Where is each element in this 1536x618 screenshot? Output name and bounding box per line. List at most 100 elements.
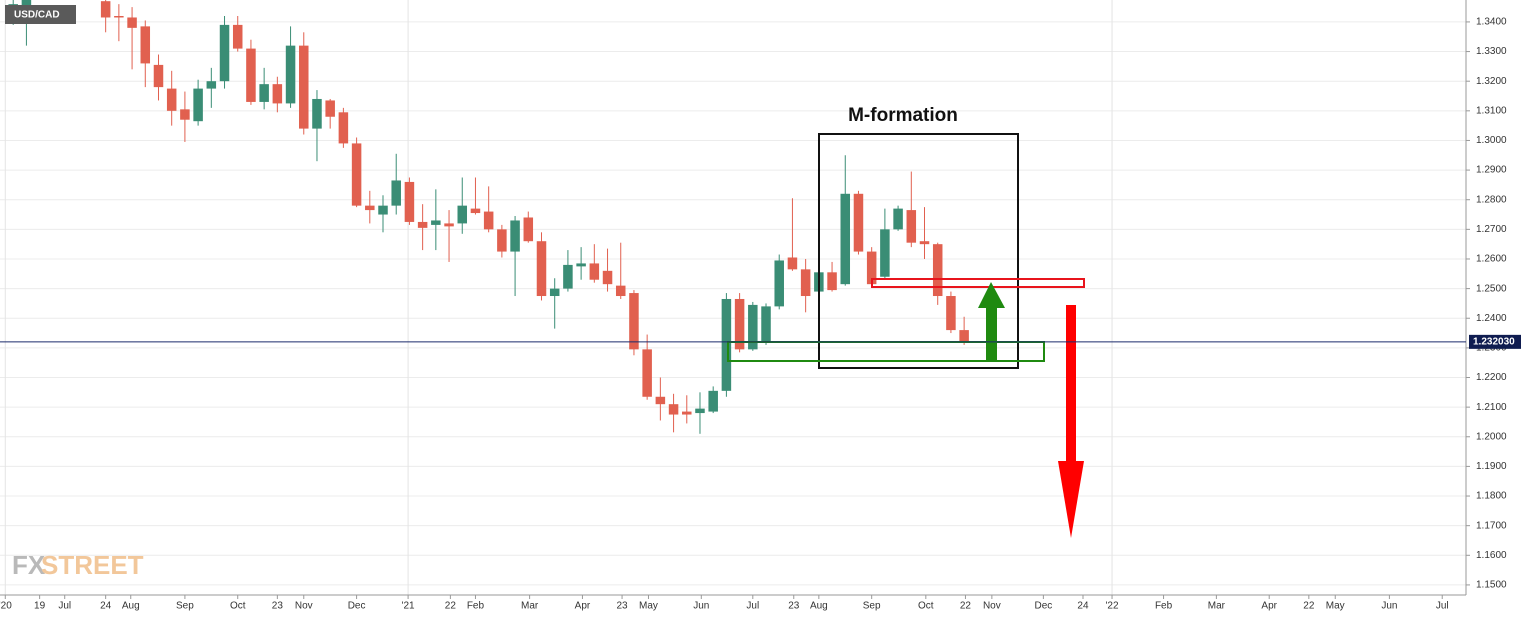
x-tick-label: Jul — [1436, 601, 1449, 612]
candle-body — [853, 193, 864, 252]
y-tick-label: 1.2200 — [1476, 372, 1507, 383]
y-tick-label: 1.2500 — [1476, 283, 1507, 294]
x-tick-label: Jun — [1381, 601, 1397, 612]
candle-body — [325, 100, 335, 117]
y-tick-label: 1.3400 — [1476, 17, 1507, 28]
candle-body — [299, 45, 309, 129]
x-tick-label: Mar — [521, 601, 539, 612]
candle-body — [193, 88, 203, 122]
x-tick-label: 22 — [1303, 601, 1315, 612]
symbol-background — [5, 5, 76, 24]
x-tick-label: May — [639, 601, 658, 612]
candle-body — [166, 88, 177, 111]
candle-body — [893, 208, 903, 230]
candle-body — [391, 180, 401, 206]
candle-body — [246, 48, 256, 102]
x-tick-label: '21 — [402, 601, 415, 612]
x-tick-label: Oct — [230, 601, 246, 612]
candle-body — [127, 17, 137, 28]
x-tick-label: 22 — [445, 601, 457, 612]
x-tick-label: 23 — [788, 601, 800, 612]
candle-body — [655, 396, 666, 405]
y-tick-label: 1.2600 — [1476, 254, 1507, 265]
candle-body — [563, 264, 573, 289]
candle-body — [932, 244, 943, 297]
candle-body — [272, 84, 283, 104]
candle-body — [536, 241, 547, 297]
candle-body — [866, 251, 877, 285]
y-tick-label: 1.2800 — [1476, 194, 1507, 205]
grid — [0, 0, 1466, 595]
x-tick-label: 19 — [34, 601, 46, 612]
y-tick-label: 1.2100 — [1476, 402, 1507, 413]
green-arrow-head — [978, 282, 1005, 308]
candle-body — [668, 404, 679, 415]
symbol-badge: USD/CAD — [5, 5, 76, 24]
candle-body — [615, 285, 626, 297]
x-tick-label: Apr — [1261, 601, 1277, 612]
candle-body — [114, 16, 124, 18]
candle-body — [470, 208, 481, 214]
candle-body — [827, 272, 837, 291]
candle-body — [880, 229, 890, 277]
candle-body — [840, 193, 851, 285]
annotation-text: M-formation — [848, 105, 958, 126]
x-tick-label: Nov — [983, 601, 1001, 612]
candle-body — [602, 270, 613, 285]
watermark-street: STREET — [41, 550, 144, 580]
candle-body — [695, 408, 705, 414]
y-tick-label: 1.2000 — [1476, 431, 1507, 442]
y-tick-label: 1.1700 — [1476, 520, 1507, 531]
x-tick-label: Dec — [1034, 601, 1052, 612]
x-tick-label: May — [1326, 601, 1345, 612]
candle-body — [100, 1, 111, 18]
candle-body — [800, 269, 811, 297]
y-tick-label: 1.1600 — [1476, 550, 1507, 561]
candle-body — [946, 296, 956, 331]
candle-body — [140, 26, 151, 64]
x-tick-label: 22 — [960, 601, 972, 612]
y-tick-label: 1.3200 — [1476, 76, 1507, 87]
x-tick-label: 23 — [616, 601, 628, 612]
candle-body — [180, 109, 190, 120]
candle-body — [457, 205, 468, 224]
candle-body — [787, 257, 798, 270]
x-tick-label: 23 — [272, 601, 284, 612]
candle-body — [153, 64, 164, 88]
candle-body — [774, 260, 784, 307]
candle-body — [549, 288, 560, 297]
candle-body — [417, 221, 428, 228]
x-tick-label: Nov — [295, 601, 313, 612]
watermark: FX STREET — [12, 550, 144, 580]
y-tick-label: 1.2700 — [1476, 224, 1507, 235]
candle-body — [589, 263, 600, 280]
y-tick-label: 1.1800 — [1476, 491, 1507, 502]
candle-body — [629, 293, 639, 350]
candle-body — [906, 210, 917, 243]
candle-body — [404, 181, 415, 222]
candle-body — [259, 84, 269, 102]
candle-body — [483, 211, 494, 230]
symbol-label: USD/CAD — [14, 10, 60, 21]
candles — [8, 0, 969, 434]
candle-body — [431, 220, 441, 225]
x-tick-label: Aug — [810, 601, 828, 612]
last-price-label: 1.232030 — [1473, 336, 1515, 347]
candle-body — [959, 330, 969, 342]
y-tick-label: 1.2400 — [1476, 313, 1507, 324]
formation-box — [818, 133, 1019, 369]
candle-body — [919, 241, 930, 245]
candle-body — [351, 143, 362, 206]
x-tick-label: Dec — [348, 601, 366, 612]
candle-body — [748, 304, 758, 350]
x-tick-label: Oct — [918, 601, 934, 612]
x-tick-label: '22 — [1106, 601, 1119, 612]
candle-body — [734, 298, 745, 350]
x-tick-label: 24 — [100, 601, 112, 612]
candle-body — [761, 306, 771, 342]
candle-body — [312, 98, 322, 129]
candle-body — [219, 24, 230, 82]
candle-body — [206, 81, 217, 89]
